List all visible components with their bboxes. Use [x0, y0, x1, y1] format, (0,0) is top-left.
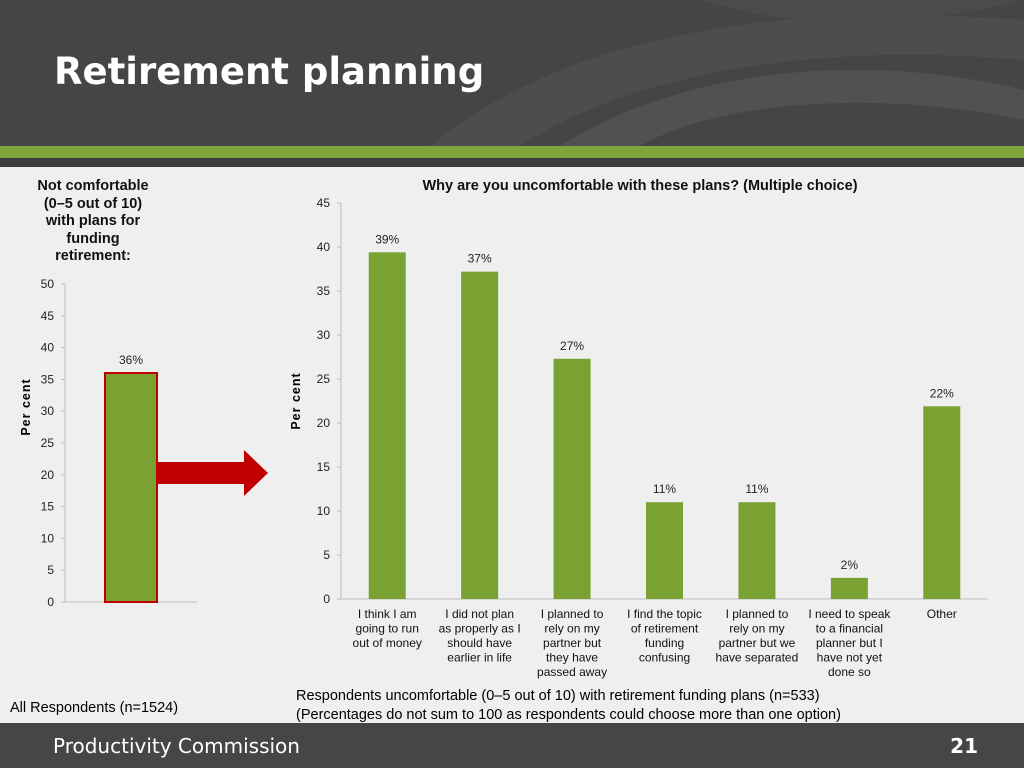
- right-category-label: have separated: [716, 651, 799, 665]
- right-category-label: they have: [546, 651, 598, 665]
- right-category-label: I planned to: [726, 607, 789, 621]
- right-category-label: out of money: [353, 636, 422, 650]
- right-category-label: confusing: [639, 651, 690, 665]
- left-bar: [104, 372, 158, 604]
- right-sample-note-line2: (Percentages do not sum to 100 as respon…: [296, 707, 841, 723]
- right-category-label: rely on my: [729, 622, 784, 636]
- accent-strip: [0, 158, 1024, 167]
- right-category-label: planner but I: [816, 636, 883, 650]
- right-category-label: I think I am: [358, 607, 417, 621]
- right-data-label: 39%: [375, 232, 399, 246]
- right-y-axis-label: Per cent: [289, 372, 303, 429]
- right-chart: 0 5 10 15 20 25 30 35 40 45 Per cent 39% I think I a…: [289, 196, 988, 679]
- right-category-label: I find the topic: [627, 607, 702, 621]
- right-category-label: going to run: [356, 622, 419, 636]
- right-bar: [738, 502, 776, 599]
- page-title: Retirement planning: [54, 50, 485, 93]
- right-bar: [368, 252, 406, 599]
- right-sample-note-line1: Respondents uncomfortable (0–5 out of 10…: [296, 688, 820, 704]
- arrow-right-icon: [158, 450, 268, 496]
- right-bar: [923, 406, 961, 599]
- right-data-label: 22%: [930, 386, 954, 400]
- slide-footer: Productivity Commission 21: [0, 723, 1024, 768]
- right-category-label: done so: [828, 665, 871, 679]
- right-bar: [461, 271, 499, 599]
- right-category-label: to a financial: [816, 622, 883, 636]
- accent-band: [0, 146, 1024, 158]
- left-y-tick-label: 15: [41, 500, 55, 514]
- footer-organisation: Productivity Commission: [53, 734, 300, 758]
- left-y-tick-label: 10: [41, 531, 55, 545]
- right-data-label: 11%: [745, 482, 768, 496]
- right-category-label: of retirement: [631, 622, 699, 636]
- left-data-label: 36%: [119, 353, 143, 367]
- right-y-tick-label: 35: [317, 284, 331, 298]
- right-category-label: rely on my: [544, 622, 599, 636]
- slide-header: Retirement planning: [0, 0, 1024, 146]
- right-bar: [830, 577, 868, 599]
- right-y-tick-label: 15: [317, 460, 331, 474]
- right-y-tick-label: 40: [317, 240, 331, 254]
- right-y-tick-label: 30: [317, 328, 331, 342]
- right-y-tick-label: 20: [317, 416, 331, 430]
- left-y-axis-label: Per cent: [19, 378, 33, 435]
- right-category-label: partner but: [543, 636, 602, 650]
- left-y-tick-label: 45: [41, 309, 55, 323]
- left-sample-note: All Respondents (n=1524): [10, 700, 179, 716]
- right-data-label: 11%: [653, 482, 676, 496]
- right-y-tick-label: 5: [323, 548, 330, 562]
- left-y-tick-label: 0: [47, 595, 54, 609]
- right-category-label: as properly as I: [439, 622, 521, 636]
- right-category-label: partner but we: [719, 636, 796, 650]
- right-category-label: I planned to: [541, 607, 604, 621]
- right-chart-title: Why are you uncomfortable with these pla…: [422, 178, 858, 194]
- right-category-label: earlier in life: [447, 651, 512, 665]
- right-data-label: 37%: [468, 252, 492, 266]
- right-category-label: I need to speak: [808, 607, 891, 621]
- right-category-label: funding: [645, 636, 684, 650]
- right-bar: [553, 358, 591, 599]
- left-y-tick-label: 20: [41, 468, 55, 482]
- left-y-tick-label: 30: [41, 404, 55, 418]
- right-data-label: 27%: [560, 339, 584, 353]
- right-y-tick-label: 45: [317, 196, 331, 210]
- left-y-tick-label: 40: [41, 341, 55, 355]
- right-data-label: 2%: [841, 558, 859, 572]
- right-y-tick-label: 25: [317, 372, 331, 386]
- right-sample-note: Respondents uncomfortable (0–5 out of 10…: [296, 687, 841, 725]
- header-swoosh-decoration: [430, 0, 1024, 146]
- right-category-label: should have: [447, 636, 512, 650]
- right-category-label: have not yet: [817, 651, 883, 665]
- right-category-label: Other: [927, 607, 957, 621]
- page-number: 21: [950, 734, 978, 758]
- left-chart: 0 5 10 15 20 25 30 35 40 45 50 Per cent 36%: [19, 277, 197, 609]
- right-bar: [646, 502, 683, 599]
- left-chart-title: Not comfortable (0–5 out of 10) with pla…: [37, 178, 149, 264]
- left-y-tick-label: 25: [41, 436, 55, 450]
- right-y-tick-label: 0: [323, 592, 330, 606]
- right-category-label: I did not plan: [445, 607, 514, 621]
- left-y-tick-label: 35: [41, 372, 55, 386]
- left-y-tick-label: 5: [47, 563, 54, 577]
- right-y-tick-label: 10: [317, 504, 331, 518]
- left-y-tick-label: 50: [41, 277, 55, 291]
- right-category-label: passed away: [537, 665, 607, 679]
